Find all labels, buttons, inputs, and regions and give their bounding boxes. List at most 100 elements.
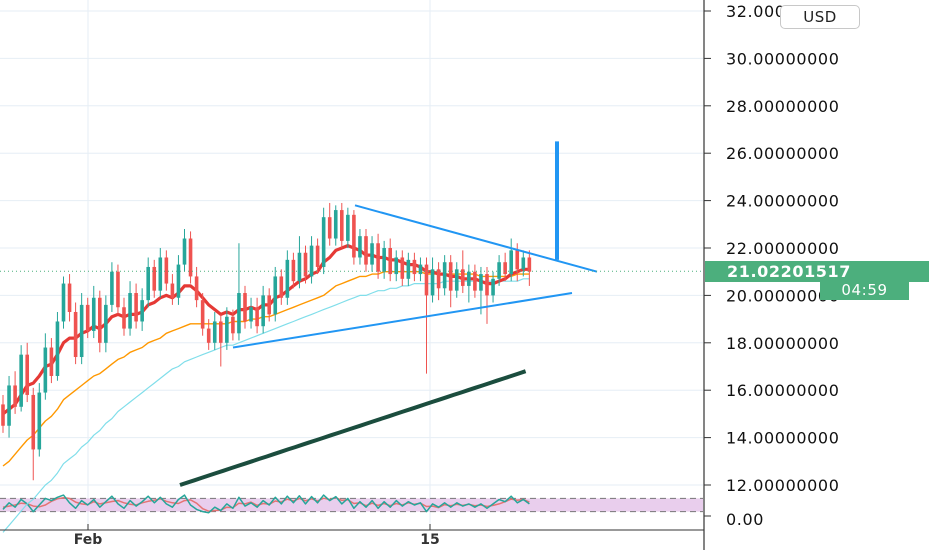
candle-body (279, 276, 284, 298)
candle-body (128, 293, 132, 329)
ema-fast-line (2, 244, 530, 416)
candle-body (315, 245, 320, 267)
y-tick-label: 18.00000000 (726, 334, 839, 353)
candle-body (454, 269, 459, 291)
candle-body (110, 271, 114, 305)
candle-body (448, 262, 453, 291)
candle-body (243, 293, 247, 322)
candle-body (43, 347, 48, 393)
candle-body (200, 300, 205, 329)
stoch-tick-label: 0.00 (726, 510, 764, 529)
candle-body (273, 276, 278, 315)
y-tick-label: 12.00000000 (726, 476, 839, 495)
candle-body (182, 238, 187, 265)
candle-body (346, 214, 350, 241)
candle-body (461, 269, 465, 286)
candle-body (503, 262, 507, 275)
candle-body (61, 283, 66, 322)
candle-body (309, 245, 314, 277)
y-tick-label: 30.00000000 (726, 49, 839, 68)
upper-trendline (354, 204, 598, 273)
candle-body (231, 316, 235, 334)
candle-body (249, 307, 253, 322)
candle-body (485, 274, 489, 296)
candle-body (515, 250, 520, 270)
x-tick-label: 15 (420, 532, 439, 548)
y-tick-label: 24.00000000 (726, 192, 839, 211)
candle-countdown: 04:59 (820, 281, 909, 300)
candle-body (1, 404, 5, 426)
candle-body (430, 269, 435, 296)
candle-body (237, 293, 241, 334)
candle-body (442, 262, 447, 289)
candle-body (364, 236, 368, 265)
candle-body (406, 259, 411, 279)
candle-body (49, 347, 54, 376)
candle-body (55, 321, 60, 376)
candle-body (176, 264, 181, 298)
candle-body (212, 321, 217, 343)
stoch-k-line (2, 494, 530, 514)
candle-body (297, 252, 302, 282)
candle-body (436, 269, 441, 289)
stochastic-pane (0, 494, 703, 514)
candle-body (152, 266, 157, 291)
candle-body (424, 264, 429, 296)
candle-body (467, 271, 471, 286)
candle-body (85, 304, 90, 331)
candle-body (527, 257, 532, 272)
candle-body (412, 259, 417, 275)
candle-body (116, 271, 120, 308)
candle-body (73, 311, 78, 358)
currency-badge[interactable]: USD (780, 5, 860, 29)
candle-body (194, 276, 199, 301)
grid-lines (0, 0, 703, 530)
candle-body (521, 257, 526, 270)
candle-body (509, 250, 513, 275)
candle-body (352, 214, 356, 258)
candle-body (219, 321, 223, 343)
candle-body (13, 385, 17, 407)
candle-body (140, 300, 144, 322)
candle-body (104, 304, 108, 343)
candle-body (291, 259, 296, 282)
candle-body (188, 238, 193, 277)
y-tick-label: 14.00000000 (726, 429, 839, 448)
last-price-tag: 21.02201517 (705, 261, 929, 282)
candle-body (418, 264, 423, 275)
time-axis[interactable]: Feb 15 (0, 524, 704, 548)
candle-body (98, 297, 102, 343)
y-tick-label: 16.00000000 (726, 381, 839, 400)
candle-body (340, 210, 344, 241)
candle-body (158, 257, 163, 291)
candle-body (327, 217, 332, 239)
candle-body (473, 271, 477, 291)
candle-body (382, 248, 386, 272)
lower-trendline (232, 292, 573, 349)
candle-body (122, 307, 126, 329)
candle-body (388, 248, 392, 275)
candle-body (321, 217, 326, 267)
trendline-drawings[interactable] (232, 141, 598, 349)
candle-body (255, 307, 259, 327)
candle-body (267, 295, 271, 315)
moving-averages (2, 244, 530, 533)
x-tick-label: Feb (74, 532, 103, 548)
candle-body (19, 354, 23, 407)
candle-body (479, 274, 483, 291)
y-tick-label: 20.00000000 (726, 286, 839, 305)
candle-body (370, 243, 374, 265)
candle-body (400, 257, 405, 279)
candle-body (303, 252, 308, 277)
candle-body (497, 262, 501, 279)
y-tick-label: 28.00000000 (726, 97, 839, 116)
candle-body (67, 283, 72, 312)
candle-body (79, 304, 84, 358)
candle-body (261, 295, 265, 327)
candle-body (7, 385, 11, 426)
candle-body (170, 283, 175, 298)
y-tick-label: 22.00000000 (726, 239, 839, 258)
candle-body (333, 210, 338, 239)
candle-body (91, 297, 96, 331)
